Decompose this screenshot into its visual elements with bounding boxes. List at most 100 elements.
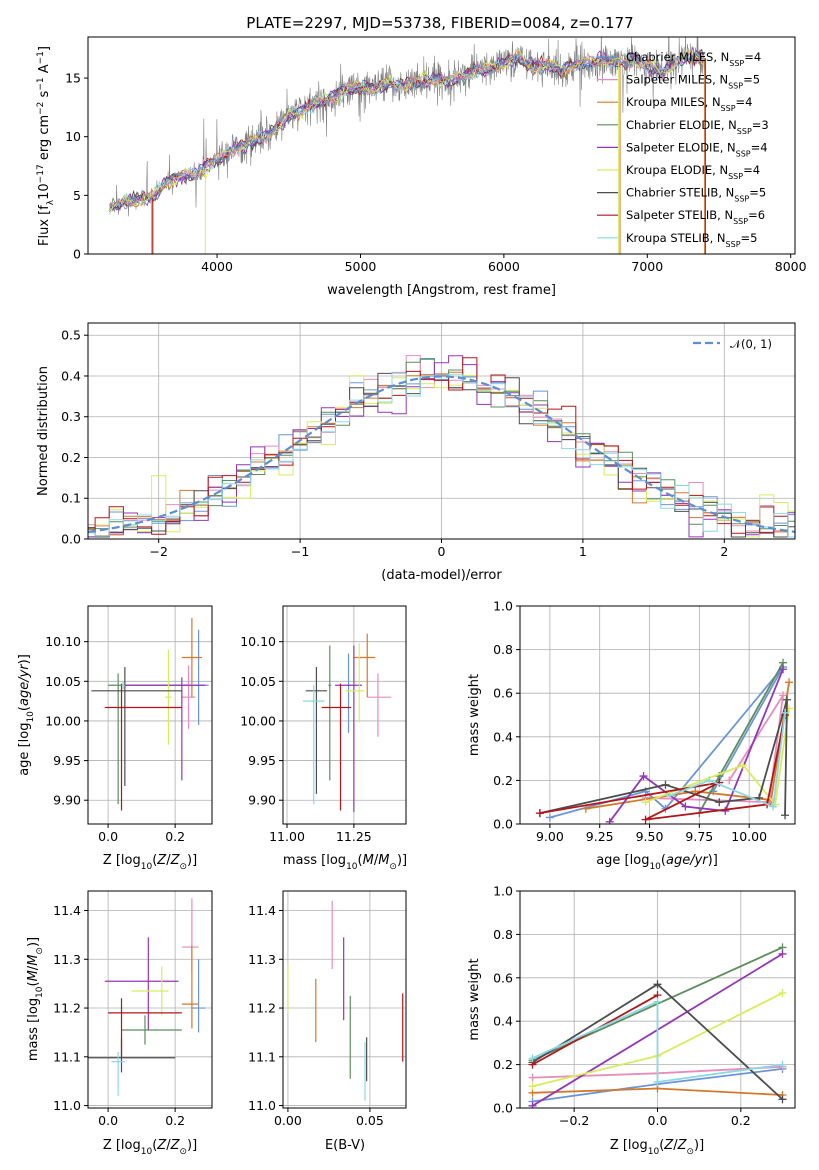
label-part: 10 — [141, 1147, 153, 1157]
y-tick-label: 10.05 — [45, 674, 81, 689]
mass-weight-marker-c9 — [528, 1054, 537, 1063]
label-part: M — [363, 853, 374, 868]
plot-area — [109, 37, 706, 254]
legend-name: Chabrier STELIB, N — [626, 186, 734, 200]
figure-title: PLATE=2297, MJD=53738, FIBERID=0084, z=0… — [246, 14, 633, 32]
x-tick-label: 0.0 — [98, 1113, 118, 1128]
model-spectrum-c1 — [109, 52, 704, 210]
label-part: )] — [187, 1138, 197, 1153]
label-part: age/yr — [666, 853, 709, 868]
x-tick-label: 0.00 — [274, 1113, 302, 1128]
axes-frame — [519, 605, 796, 825]
legend-sub: SSP — [736, 149, 751, 158]
legend-name: Kroupa ELODIE, N — [626, 163, 728, 177]
label-part: 10 — [26, 711, 36, 723]
x-axis-label: Z [log10(Z/Z⊙)] — [103, 853, 197, 872]
gaussian-curve — [88, 375, 795, 533]
y-tick-label: 9.90 — [53, 793, 81, 808]
y-tick-label: 10.00 — [240, 713, 276, 728]
residual-histogram-c3 — [88, 371, 795, 538]
y-tick-label: 11.4 — [248, 903, 276, 918]
legend-count: =4 — [743, 163, 760, 177]
x-tick-label: 0.05 — [356, 1113, 384, 1128]
x-tick-label: 9.00 — [536, 829, 564, 844]
legend-name: Salpeter STELIB, N — [626, 208, 733, 222]
label-part: )] — [26, 937, 41, 947]
x-tick-label: 0 — [438, 544, 446, 559]
mass-weight-marker-c5 — [528, 1101, 537, 1108]
y-tick-label: 11.2 — [248, 1001, 276, 1016]
y-tick-label: 0.8 — [493, 927, 513, 942]
plot-area — [303, 633, 392, 813]
x-tick-label: 9.25 — [586, 829, 614, 844]
label-part: λ — [46, 199, 56, 205]
y-tick-label: 11.2 — [53, 1001, 81, 1016]
axes-frame — [282, 605, 407, 825]
panel-mass_vs_ebv: 0.00 0.05 11.0 11.1 11.2 11.3 11.4 E(B-V) — [248, 890, 407, 1153]
mass-weight-marker-c6 — [641, 798, 650, 807]
label-part: 10 — [37, 183, 52, 200]
label-part: )] — [187, 853, 197, 868]
panel-mass_weight_vs_age: 9.00 9.25 9.50 9.75 10.00 0.0 0.2 0.4 0.6 0.8 1.0 a… — [467, 599, 796, 872]
legend-count: =3 — [752, 118, 769, 132]
label-part: −17 — [36, 164, 46, 183]
label-part: ⊙ — [35, 947, 45, 955]
label-part: ( — [659, 1138, 664, 1153]
axes-frame — [87, 605, 213, 825]
label-part: )] — [17, 654, 32, 664]
legend-count: =4 — [736, 95, 753, 109]
x-tick-label: 0.2 — [165, 829, 185, 844]
residual-histogram-c9 — [88, 372, 795, 538]
y-tick-label: 0 — [73, 247, 81, 262]
legend-name: Salpeter MILES, N — [626, 73, 728, 87]
mass-weight-marker-c7 — [653, 980, 662, 989]
y-tick-label: 9.90 — [248, 793, 276, 808]
y-axis-label: mass weight — [467, 958, 482, 1040]
label-part: )] — [694, 1138, 704, 1153]
x-tick-label: 0.2 — [731, 1113, 751, 1128]
y-axis-label: age [log10(age/yr)] — [17, 654, 36, 776]
label-part: 10 — [141, 862, 153, 872]
legend-count: =5 — [741, 231, 758, 245]
label-part: age/yr — [17, 663, 32, 706]
y-tick-label: 10.00 — [45, 713, 81, 728]
label-part: ⊙ — [686, 1147, 694, 1157]
x-tick-label: 9.50 — [636, 829, 664, 844]
label-part: M — [26, 970, 41, 981]
label-part: ( — [26, 981, 41, 986]
legend-sub: SSP — [721, 104, 736, 113]
x-tick-label: −2 — [149, 544, 167, 559]
axes-frame — [282, 890, 407, 1109]
mass-weight-marker-c6 — [528, 1082, 537, 1091]
legend-entry-c4: Chabrier ELODIE, NSSP=3 — [626, 118, 769, 136]
y-tick-label: 0.8 — [493, 642, 513, 657]
label-part: ⊙ — [179, 1147, 187, 1157]
label-part: ] — [37, 46, 52, 51]
label-part: 10 — [649, 862, 661, 872]
mass-weight-marker-c9 — [778, 1060, 787, 1069]
mass-weight-marker-c2 — [779, 691, 788, 700]
label-part: 10 — [648, 1147, 660, 1157]
x-tick-label: −0.2 — [559, 1113, 589, 1128]
x-tick-label: 5000 — [345, 259, 377, 274]
mass-weight-marker-c3 — [785, 678, 794, 687]
y-tick-label: 0.5 — [61, 328, 81, 343]
y-axis-label: mass [log10(M/M⊙)] — [26, 937, 45, 1061]
mass-weight-marker-c8 — [535, 809, 544, 818]
x-tick-label: 0.0 — [98, 829, 118, 844]
mass-weight-marker-c9 — [653, 1077, 662, 1086]
legend-name: Chabrier ELODIE, N — [626, 118, 737, 132]
y-tick-label: 9.95 — [53, 753, 81, 768]
label-part: age [log — [17, 723, 32, 776]
mass-weight-marker-c2 — [725, 776, 734, 785]
x-axis-label: wavelength [Angstrom, rest frame] — [327, 283, 556, 298]
y-tick-label: 0.2 — [61, 450, 81, 465]
mass-weight-marker-c1 — [545, 813, 554, 822]
y-tick-label: 5 — [73, 188, 81, 203]
mass-weight-marker-c5 — [721, 806, 730, 815]
legend-name: Kroupa MILES, N — [626, 95, 721, 109]
y-tick-label: 0.2 — [493, 773, 513, 788]
panel-residuals: −2 −1 0 1 2 0.0 0.1 0.2 0.3 0.4 0.5 𝒩(0, 1) (data-mo… — [36, 322, 796, 583]
x-tick-label: 7000 — [631, 259, 663, 274]
